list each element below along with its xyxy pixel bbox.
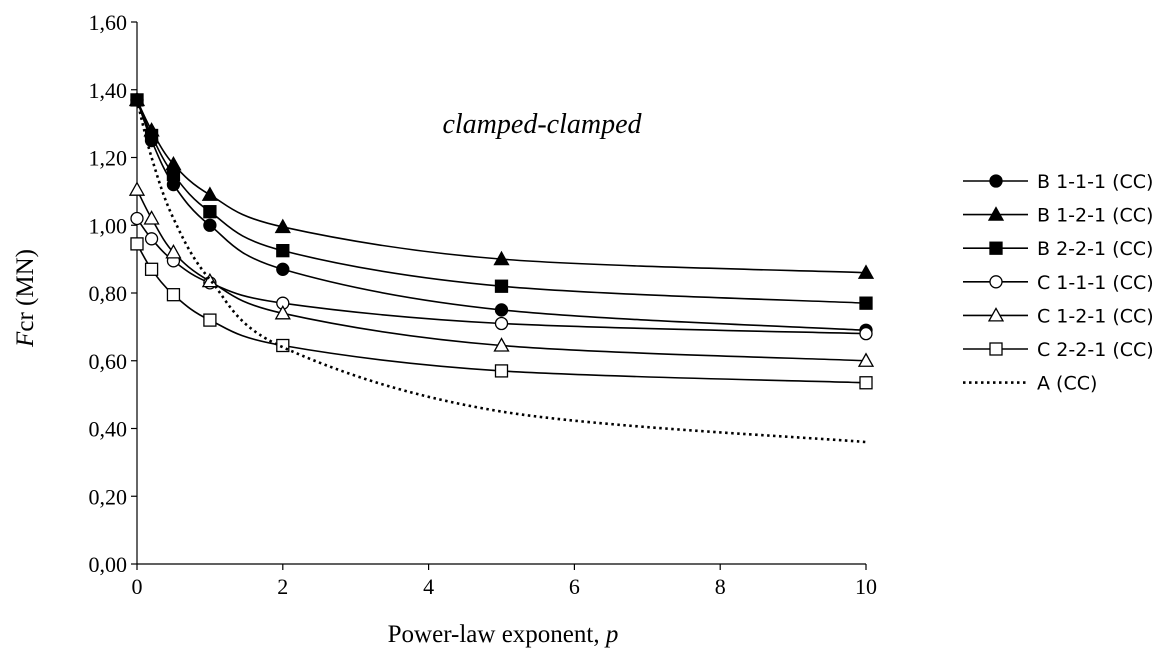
legend: B 1-1-1 (CC) B 1-2-1 (CC) B 2-2-1 (CC) C 1-…	[963, 171, 1154, 395]
legend-label: A (CC)	[1037, 373, 1097, 395]
y-tick-label: 0,80	[89, 281, 128, 306]
legend-swatch-marker	[989, 174, 1003, 188]
y-axis-title: Fcr (MN)	[12, 249, 39, 348]
data-point-marker	[494, 279, 509, 293]
legend-swatch-marker	[987, 307, 1005, 322]
legend-swatch-marker	[989, 275, 1003, 289]
y-tick-label: 0,20	[89, 484, 128, 509]
data-point-marker	[144, 262, 159, 276]
series-layer	[128, 91, 875, 444]
data-point-marker	[201, 272, 219, 288]
data-point-marker	[130, 211, 144, 226]
x-tick-label: 6	[569, 574, 580, 599]
data-point-marker	[203, 218, 217, 232]
series-line	[136, 99, 867, 332]
series-5	[128, 181, 875, 367]
data-point-marker	[493, 250, 510, 266]
data-point-marker	[494, 364, 509, 378]
legend-item: C 1-2-1 (CC)	[963, 305, 1154, 327]
x-axis-title: Power-law exponent, p	[388, 621, 619, 648]
legend-swatch-marker	[987, 206, 1005, 221]
data-point-marker	[203, 205, 217, 219]
data-point-marker	[494, 303, 509, 317]
legend-item: A (CC)	[963, 373, 1097, 395]
legend-label: C 1-1-1 (CC)	[1037, 272, 1154, 294]
legend-item: B 2-2-1 (CC)	[963, 238, 1153, 260]
series-3	[130, 93, 873, 310]
legend-swatch-marker	[989, 342, 1003, 356]
y-tick-label: 1,20	[89, 146, 128, 171]
y-axis-title-var: F	[12, 331, 39, 348]
axes: 0,00 0,20 0,40 0,60 0,80 1,00 1,20 1,40 1,60 0 2 4 6…	[89, 10, 878, 599]
data-point-marker	[166, 288, 181, 302]
y-axis-title-sub: cr	[12, 312, 39, 332]
data-point-marker	[859, 296, 873, 310]
data-point-marker	[274, 218, 291, 234]
x-axis-title-var: p	[604, 621, 619, 648]
chart-annotation: clamped-clamped	[442, 109, 642, 140]
data-point-marker	[165, 244, 182, 259]
legend-label: C 1-2-1 (CC)	[1037, 305, 1154, 327]
legend-label: B 2-2-1 (CC)	[1037, 238, 1153, 260]
series-line	[136, 189, 867, 362]
data-point-marker	[493, 337, 510, 352]
data-point-marker	[857, 264, 875, 279]
legend-label: B 1-1-1 (CC)	[1037, 171, 1153, 193]
data-point-marker	[276, 262, 290, 276]
data-point-marker	[201, 186, 219, 201]
data-point-marker	[128, 181, 146, 196]
legend-label: B 1-2-1 (CC)	[1037, 205, 1153, 227]
x-tick-label: 10	[855, 574, 877, 599]
y-tick-label: 1,00	[89, 213, 128, 238]
data-point-marker	[130, 237, 144, 251]
legend-item: C 1-1-1 (CC)	[963, 272, 1154, 294]
legend-item: C 2-2-1 (CC)	[963, 339, 1154, 361]
x-tick-label: 0	[132, 574, 143, 599]
y-tick-label: 0,60	[89, 349, 128, 374]
legend-item: B 1-1-1 (CC)	[963, 171, 1153, 193]
legend-swatch-marker	[989, 241, 1003, 255]
x-tick-label: 2	[277, 574, 288, 599]
data-point-marker	[859, 326, 873, 341]
data-point-marker	[276, 244, 290, 258]
y-tick-label: 0,40	[89, 417, 128, 442]
legend-label: C 2-2-1 (CC)	[1037, 339, 1154, 361]
x-tick-label: 8	[715, 574, 726, 599]
data-point-marker	[274, 304, 291, 320]
data-point-marker	[494, 316, 509, 331]
data-point-marker	[143, 210, 160, 225]
series-line	[135, 99, 867, 444]
data-point-marker	[857, 352, 875, 367]
series-line	[136, 99, 867, 304]
y-axis-title-unit: (MN)	[12, 249, 39, 312]
legend-item: B 1-2-1 (CC)	[963, 205, 1153, 227]
y-tick-label: 1,40	[89, 78, 128, 103]
data-point-marker	[144, 128, 159, 143]
x-tick-label: 4	[423, 574, 434, 599]
y-tick-label: 1,60	[89, 10, 128, 35]
y-tick-label: 0,00	[89, 552, 128, 577]
series-7	[135, 99, 867, 444]
data-point-marker	[203, 313, 217, 327]
data-point-marker	[144, 232, 159, 246]
x-axis-title-text: Power-law exponent,	[388, 621, 606, 648]
data-point-marker	[859, 376, 873, 390]
data-point-marker	[166, 167, 181, 182]
